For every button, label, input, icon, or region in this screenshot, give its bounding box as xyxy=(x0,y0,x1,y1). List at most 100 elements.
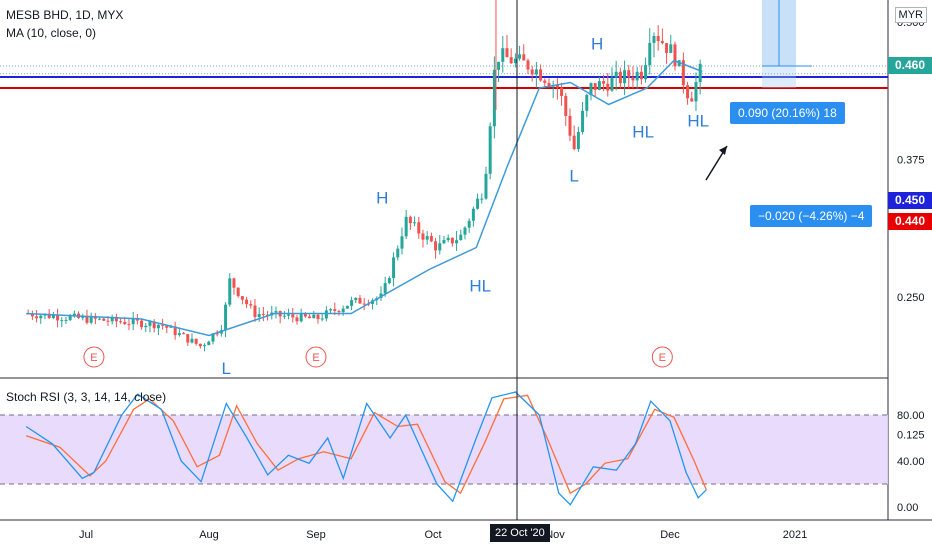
candle-body xyxy=(123,321,127,325)
price-tag-0-460: 0.460 xyxy=(888,57,932,74)
candle-body xyxy=(455,240,459,244)
candle-body xyxy=(652,35,656,43)
candle-body xyxy=(47,313,51,318)
candle-body xyxy=(261,313,265,315)
candle-body xyxy=(341,308,345,313)
candle-body xyxy=(169,326,173,328)
candle-body xyxy=(144,325,148,328)
candle-body xyxy=(236,287,240,297)
rsi-tick-label: 40.00 xyxy=(897,456,925,468)
candle-body xyxy=(127,324,131,326)
candle-body xyxy=(320,318,324,320)
candle-body xyxy=(576,131,580,150)
candle-body xyxy=(450,237,454,244)
candle-body xyxy=(564,95,568,116)
candle-body xyxy=(308,316,312,319)
candle-body xyxy=(669,44,673,53)
candle-body xyxy=(329,309,333,311)
candle-body xyxy=(98,318,102,320)
candle-body xyxy=(211,333,215,342)
candle-body xyxy=(198,343,202,347)
candle-body xyxy=(312,314,316,319)
candle-body xyxy=(228,278,232,305)
candle-body xyxy=(404,216,408,237)
candle-body xyxy=(597,81,601,90)
stoch-rsi-band xyxy=(0,415,888,484)
candle-body xyxy=(665,43,669,53)
candle-body xyxy=(379,293,383,299)
candle-body xyxy=(488,126,492,174)
candle-body xyxy=(660,41,664,44)
candle-body xyxy=(303,313,307,317)
earnings-marker-label: E xyxy=(312,352,319,364)
pattern-label-hl: HL xyxy=(632,123,654,142)
candle-body xyxy=(383,283,387,294)
candle-body xyxy=(64,319,68,321)
candle-body xyxy=(585,94,589,111)
measure-down-area xyxy=(762,66,796,88)
ma-indicator-label[interactable]: MA (10, close, 0) xyxy=(6,26,97,40)
price-tick-label: 0.375 xyxy=(897,155,925,167)
candle-body xyxy=(656,35,660,42)
candle-body xyxy=(215,333,219,335)
candle-body xyxy=(530,69,534,75)
candle-body xyxy=(51,315,55,318)
candle-body xyxy=(110,316,114,322)
candle-body xyxy=(694,82,698,102)
time-tick-label: 2021 xyxy=(783,529,807,541)
candle-body xyxy=(690,98,694,102)
candle-body xyxy=(392,257,396,279)
candle-body xyxy=(337,310,341,313)
candle-body xyxy=(190,338,194,343)
candle-body xyxy=(484,173,488,199)
price-tag-0-440: 0.440 xyxy=(888,213,932,230)
candle-body xyxy=(119,321,123,323)
candle-body xyxy=(282,315,286,317)
candle-body xyxy=(417,222,421,234)
candle-body xyxy=(686,85,690,99)
candle-body xyxy=(68,316,72,320)
candle-body xyxy=(194,338,198,344)
currency-selector[interactable]: MYR xyxy=(894,7,927,23)
time-tick-label: Sep xyxy=(306,529,326,541)
candle-body xyxy=(442,240,446,244)
candle-body xyxy=(30,313,34,317)
candle-body xyxy=(350,300,354,306)
candle-body xyxy=(299,313,303,322)
pattern-label-l: L xyxy=(569,167,578,186)
candle-body xyxy=(345,305,349,309)
candle-body xyxy=(480,198,484,200)
candle-body xyxy=(232,278,236,288)
candle-body xyxy=(333,309,337,311)
time-tick-label: Oct xyxy=(424,529,441,541)
time-tick-label: Dec xyxy=(660,529,680,541)
candle-body xyxy=(425,236,429,240)
candle-body xyxy=(156,324,160,329)
candle-body xyxy=(568,115,572,136)
candle-body xyxy=(463,227,467,235)
candle-body xyxy=(635,71,639,81)
candle-body xyxy=(471,208,475,221)
candle-body xyxy=(224,304,228,331)
rsi-tick-label: 0.00 xyxy=(897,502,918,514)
rsi-tick-label: 80.00 xyxy=(897,410,925,422)
candle-body xyxy=(56,315,60,321)
candle-body xyxy=(522,54,526,61)
candle-body xyxy=(589,83,593,95)
price-pane xyxy=(0,0,888,377)
pattern-label-hl: HL xyxy=(687,112,709,131)
candle-body xyxy=(543,80,547,83)
candle-body xyxy=(131,318,135,325)
candle-body xyxy=(421,233,425,240)
candle-body xyxy=(429,236,433,242)
pattern-label-hl: HL xyxy=(469,277,491,296)
candle-body xyxy=(560,87,564,96)
candle-body xyxy=(593,83,597,90)
candle-body xyxy=(509,57,513,64)
ma-line xyxy=(26,59,703,337)
candle-body xyxy=(648,42,652,66)
candle-body xyxy=(505,48,509,58)
stoch-rsi-indicator-label[interactable]: Stoch RSI (3, 3, 14, 14, close) xyxy=(6,390,167,404)
candle-body xyxy=(413,222,417,224)
